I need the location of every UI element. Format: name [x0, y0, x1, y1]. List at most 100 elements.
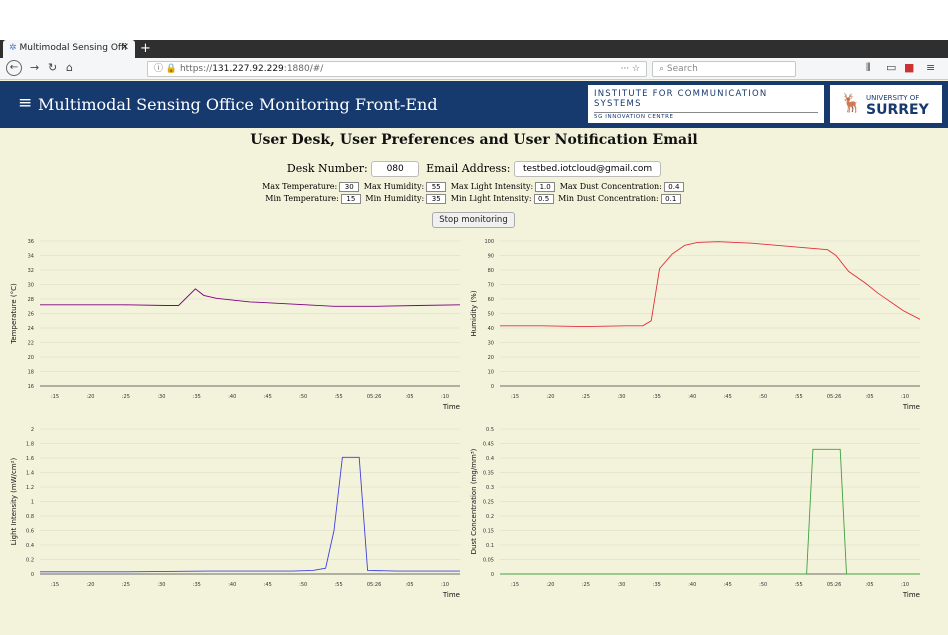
x-tick-label: :40 [228, 394, 236, 400]
y-tick-label: 0.8 [26, 514, 34, 520]
y-tick-label: 0.25 [483, 500, 494, 506]
x-tick-label: :55 [795, 582, 803, 588]
x-tick-label: :10 [901, 582, 909, 588]
y-tick-label: 100 [484, 239, 494, 245]
y-tick-label: 70 [488, 283, 494, 289]
y-tick-label: 20 [28, 355, 34, 361]
y-tick-label: 34 [28, 254, 34, 260]
y-tick-label: 0.05 [483, 558, 494, 564]
y-tick-label: 0.3 [486, 485, 494, 491]
min-humidity-label: Min Humidity: [365, 194, 425, 203]
y-axis-label: Light Intensity (mW/cm²) [10, 458, 18, 546]
y-tick-label: 18 [28, 370, 34, 376]
hamburger-icon[interactable]: ≡ [18, 93, 33, 113]
y-tick-label: 26 [28, 312, 34, 318]
stag-icon: 🦌 [840, 93, 863, 114]
x-tick-label: :55 [795, 394, 803, 400]
x-tick-label: :35 [193, 582, 201, 588]
y-tick-label: 28 [28, 297, 34, 303]
page-actions-icon[interactable]: ··· ☆ [620, 64, 640, 74]
x-tick-label: :35 [653, 394, 661, 400]
max-prefs-row: Max Temperature: 30 Max Humidity: 55 Max L… [0, 182, 948, 192]
y-tick-label: 90 [488, 254, 494, 260]
min-light-label: Min Light Intensity: [450, 194, 532, 203]
x-tick-label: :25 [122, 582, 130, 588]
y-tick-label: 50 [488, 312, 494, 318]
url-bar[interactable]: ⓘ 🔒 https://131.227.92.229:1880/#/ ··· ☆ [147, 61, 647, 77]
y-axis-label: Temperature (°C) [10, 283, 18, 345]
x-tick-label: :30 [157, 582, 165, 588]
y-tick-label: 30 [28, 283, 34, 289]
new-tab-icon[interactable]: + [140, 41, 151, 56]
series-line [40, 288, 461, 307]
x-tick-label: :45 [724, 394, 732, 400]
page-heading: User Desk, User Preferences and User Not… [250, 132, 698, 148]
stop-monitoring-button[interactable]: Stop monitoring [432, 212, 515, 228]
url-path: :1880/#/ [283, 64, 324, 74]
desk-label: Desk Number: [286, 162, 368, 175]
home-icon[interactable]: ⌂ [66, 61, 73, 74]
min-humidity-input[interactable]: 35 [426, 194, 447, 204]
x-tick-label: :40 [688, 394, 696, 400]
y-axis-label: Humidity (%) [470, 290, 478, 336]
min-light-input[interactable]: 0.5 [533, 194, 554, 204]
x-tick-label: :15 [511, 582, 519, 588]
library-icon[interactable]: ⫴ [866, 61, 871, 74]
reload-icon[interactable]: ↻ [48, 61, 58, 74]
x-tick-label: :25 [582, 582, 590, 588]
sidebar-icon[interactable]: ▭ [886, 61, 897, 74]
x-tick-label: :40 [688, 582, 696, 588]
x-tick-label: :35 [193, 394, 201, 400]
extension-icon[interactable]: ■ [904, 61, 915, 74]
min-temp-input[interactable]: 15 [340, 194, 361, 204]
y-tick-label: 36 [28, 239, 34, 245]
app-header: ≡ Multimodal Sensing Office Monitoring F… [0, 81, 948, 128]
tab-title: Multimodal Sensing Offi [19, 43, 127, 53]
max-dust-input[interactable]: 0.4 [663, 182, 684, 192]
browser-tab[interactable]: ✲ Multimodal Sensing Offi ✕ [3, 40, 135, 58]
y-tick-label: 2 [31, 427, 34, 433]
screen-top-margin [0, 0, 948, 40]
back-icon[interactable]: ← [6, 60, 22, 76]
x-tick-label: :30 [157, 394, 165, 400]
max-light-input[interactable]: 1.0 [535, 182, 556, 192]
max-humidity-label: Max Humidity: [363, 182, 425, 191]
desk-number-input[interactable]: 080 [371, 161, 420, 177]
x-tick-label: :45 [264, 394, 272, 400]
y-tick-label: 60 [488, 297, 494, 303]
x-tick-label: :05 [866, 582, 874, 588]
favicon-icon: ✲ [9, 43, 17, 53]
forward-icon[interactable]: → [30, 61, 40, 74]
x-tick-label: :30 [617, 394, 625, 400]
surrey-line2: SURREY [866, 102, 929, 118]
x-axis-label: Time [902, 591, 920, 599]
x-tick-label: :50 [299, 582, 307, 588]
y-tick-label: 0 [491, 572, 494, 578]
y-tick-label: 0.35 [483, 471, 494, 477]
y-tick-label: 80 [488, 268, 494, 274]
menu-icon[interactable]: ≡ [926, 61, 936, 74]
close-tab-icon[interactable]: ✕ [120, 42, 129, 53]
url-host: 131.227.92.229 [212, 64, 284, 74]
search-placeholder: Search [666, 64, 698, 74]
x-tick-label: :25 [582, 394, 590, 400]
max-temp-input[interactable]: 30 [339, 182, 360, 192]
x-tick-label: 05:26 [367, 582, 381, 588]
x-tick-label: :10 [441, 394, 449, 400]
surrey-logo: 🦌 UNIVERSITY OF SURREY [830, 85, 942, 123]
y-tick-label: 22 [28, 341, 34, 347]
min-dust-input[interactable]: 0.1 [660, 194, 681, 204]
info-icon: ⓘ 🔒 [154, 64, 180, 74]
y-tick-label: 40 [488, 326, 494, 332]
y-tick-label: 32 [28, 268, 34, 274]
y-tick-label: 20 [488, 355, 494, 361]
y-axis-label: Dust Concentration (mg/mm³) [470, 448, 478, 554]
max-humidity-input[interactable]: 55 [426, 182, 447, 192]
ics-logo: INSTITUTE FOR COMMUNICATION SYSTEMS 5G IN… [588, 85, 824, 123]
y-tick-label: 0.2 [486, 514, 494, 520]
y-tick-label: 16 [28, 384, 34, 390]
series-line [500, 448, 920, 575]
email-input[interactable]: testbed.iotcloud@gmail.com [514, 161, 662, 177]
search-input[interactable]: ⌕ Search [652, 61, 796, 77]
y-tick-label: 1.4 [26, 471, 34, 477]
